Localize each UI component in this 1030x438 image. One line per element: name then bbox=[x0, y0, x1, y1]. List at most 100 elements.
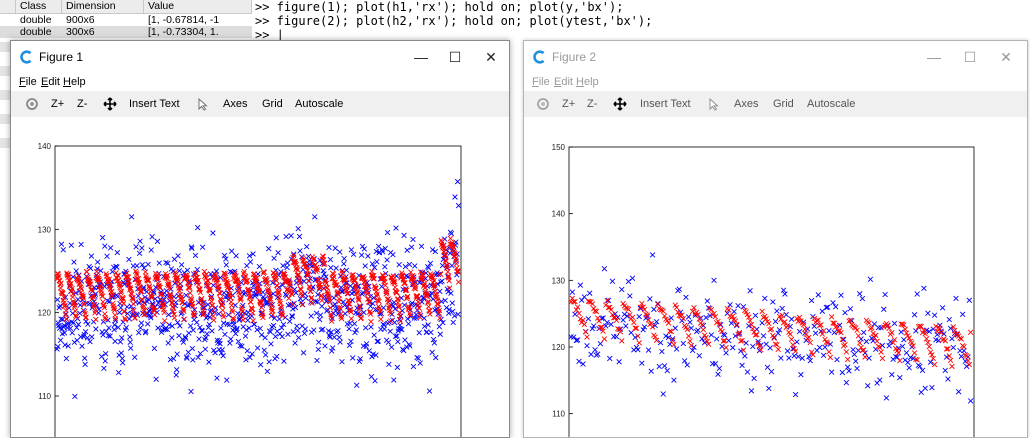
data-point bbox=[852, 358, 859, 364]
data-point bbox=[294, 323, 300, 329]
workspace-col-name[interactable] bbox=[0, 0, 16, 13]
data-point bbox=[189, 345, 196, 352]
minimize-icon[interactable]: — bbox=[414, 49, 428, 65]
workspace-row[interactable]: double 300x6 [1, -0.73304, 1. bbox=[0, 26, 252, 38]
data-point bbox=[174, 274, 181, 280]
data-point bbox=[450, 319, 456, 326]
figure-1-plot-area[interactable]: 110 120 130 140 bbox=[11, 117, 509, 437]
figure-1-chart[interactable]: 110 120 130 140 bbox=[11, 117, 509, 437]
octave-logo-icon bbox=[533, 50, 545, 64]
zoom-out-button[interactable]: Z- bbox=[77, 98, 88, 110]
data-point bbox=[336, 334, 343, 341]
title-bar[interactable]: Figure 1 — ☐ ✕ bbox=[11, 41, 509, 73]
pan-icon[interactable] bbox=[613, 97, 627, 111]
data-point bbox=[250, 251, 256, 257]
zoom-out-button[interactable]: Z- bbox=[587, 98, 598, 110]
data-point bbox=[712, 313, 719, 320]
data-point bbox=[190, 327, 196, 333]
figure-2-chart[interactable]: 110 120 130 140 150 bbox=[524, 117, 1027, 437]
insert-text-button[interactable]: Insert Text bbox=[129, 98, 180, 110]
data-point bbox=[786, 355, 792, 361]
menu-help[interactable]: Help bbox=[63, 76, 86, 88]
data-point bbox=[680, 315, 686, 322]
data-point bbox=[625, 278, 632, 285]
data-point bbox=[264, 368, 271, 375]
maximize-icon[interactable]: ☐ bbox=[448, 49, 462, 65]
pan-icon[interactable] bbox=[103, 97, 117, 111]
data-point bbox=[348, 247, 355, 253]
select-arrow-icon[interactable] bbox=[197, 98, 209, 111]
workspace-row[interactable]: double 900x6 [1, -0.67814, -1 bbox=[0, 14, 252, 26]
data-point bbox=[942, 338, 948, 344]
data-point bbox=[71, 304, 78, 310]
zoom-in-button[interactable]: Z+ bbox=[51, 98, 65, 110]
rotate-icon[interactable] bbox=[25, 97, 39, 111]
data-point bbox=[274, 282, 280, 289]
data-point bbox=[149, 302, 156, 309]
menu-edit[interactable]: Edit bbox=[41, 76, 60, 88]
zoom-in-button[interactable]: Z+ bbox=[562, 98, 576, 110]
data-point bbox=[133, 244, 139, 250]
menu-help[interactable]: Help bbox=[576, 76, 599, 88]
data-point bbox=[228, 336, 234, 342]
command-prompt[interactable]: >> | bbox=[255, 28, 284, 42]
data-point bbox=[324, 307, 331, 313]
data-point bbox=[239, 309, 246, 315]
minimize-icon[interactable]: — bbox=[927, 49, 941, 65]
data-point bbox=[897, 357, 903, 364]
autoscale-button[interactable]: Autoscale bbox=[807, 98, 856, 110]
data-point bbox=[289, 301, 296, 308]
data-point bbox=[319, 303, 325, 309]
axes-button[interactable]: Axes bbox=[734, 98, 759, 110]
menu-file[interactable]: File bbox=[19, 76, 37, 88]
workspace-col-class[interactable]: Class bbox=[16, 0, 62, 13]
data-point bbox=[183, 292, 189, 299]
menu-file[interactable]: File bbox=[532, 76, 550, 88]
data-point bbox=[703, 314, 709, 321]
data-point bbox=[119, 360, 126, 366]
data-point bbox=[818, 322, 824, 328]
y-tick-label: 130 bbox=[552, 276, 566, 285]
select-arrow-icon[interactable] bbox=[708, 98, 720, 111]
workspace-col-value[interactable]: Value bbox=[144, 0, 252, 13]
data-point bbox=[267, 329, 274, 335]
grid-button[interactable]: Grid bbox=[262, 98, 283, 110]
axes-button[interactable]: Axes bbox=[223, 98, 248, 110]
data-point bbox=[168, 294, 174, 300]
data-point bbox=[352, 277, 358, 283]
workspace-col-dimension[interactable]: Dimension bbox=[62, 0, 144, 13]
data-point bbox=[775, 346, 781, 353]
data-point bbox=[627, 293, 633, 299]
data-point bbox=[776, 327, 783, 333]
grid-button[interactable]: Grid bbox=[773, 98, 794, 110]
data-point bbox=[234, 325, 240, 332]
menu-edit[interactable]: Edit bbox=[554, 76, 573, 88]
data-point bbox=[657, 306, 664, 313]
data-point bbox=[341, 278, 347, 284]
data-point bbox=[335, 291, 342, 298]
figure-2-plot-area[interactable]: 110 120 130 140 150 bbox=[524, 117, 1027, 437]
figure-2-window[interactable]: Figure 2 — ☐ ✕ File Edit Help Z+ Z- Inse… bbox=[523, 40, 1028, 438]
data-point bbox=[269, 306, 275, 313]
data-point bbox=[233, 327, 240, 333]
data-point bbox=[337, 339, 343, 345]
title-bar[interactable]: Figure 2 — ☐ ✕ bbox=[524, 41, 1027, 73]
figure-1-window[interactable]: Figure 1 — ☐ ✕ File Edit Help Z+ Z- Inse… bbox=[10, 40, 510, 438]
rotate-icon[interactable] bbox=[536, 97, 550, 111]
data-point bbox=[778, 355, 784, 361]
data-point bbox=[641, 306, 648, 313]
maximize-icon[interactable]: ☐ bbox=[963, 49, 977, 65]
data-point bbox=[286, 281, 293, 288]
data-point bbox=[639, 360, 645, 366]
y-tick-label: 110 bbox=[552, 410, 565, 419]
data-point bbox=[190, 357, 196, 363]
data-point bbox=[309, 300, 315, 306]
data-point bbox=[278, 309, 285, 316]
data-point bbox=[206, 359, 212, 365]
insert-text-button[interactable]: Insert Text bbox=[640, 98, 691, 110]
close-icon[interactable]: ✕ bbox=[1000, 49, 1012, 65]
data-point bbox=[270, 322, 277, 329]
autoscale-button[interactable]: Autoscale bbox=[295, 98, 344, 110]
data-point bbox=[335, 328, 341, 334]
close-icon[interactable]: ✕ bbox=[485, 49, 497, 65]
